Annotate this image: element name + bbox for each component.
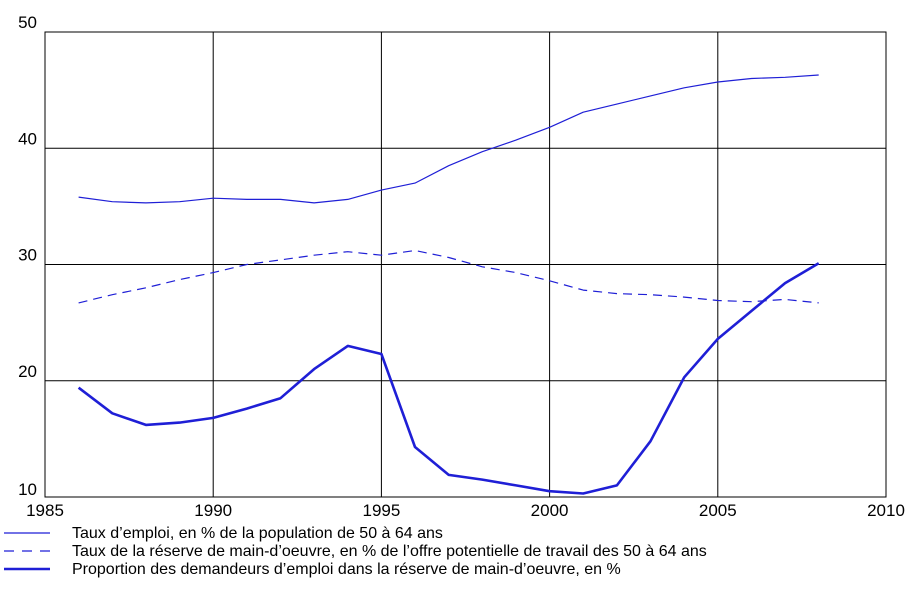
grid <box>44 31 887 498</box>
y-tick-label: 10 <box>18 480 37 499</box>
series-line-1 <box>78 74 819 204</box>
x-tick-label: 2005 <box>699 501 737 520</box>
x-tick-label: 2000 <box>531 501 569 520</box>
legend-label-1: Taux d’emploi, en % de la population de … <box>72 525 443 542</box>
legend-label-3: Proportion des demandeurs d’emploi dans … <box>72 561 621 578</box>
legend: Taux d’emploi, en % de la population de … <box>4 525 707 578</box>
y-tick-label: 30 <box>18 246 37 265</box>
y-tick-label: 40 <box>18 129 37 148</box>
series-lines <box>77 74 820 495</box>
y-axis-ticks: 10 20 30 40 50 <box>18 13 37 499</box>
legend-label-2: Taux de la réserve de main-d’oeuvre, en … <box>72 543 707 560</box>
series-line-3 <box>77 262 820 495</box>
y-tick-label: 50 <box>18 13 37 32</box>
x-tick-label: 1995 <box>362 501 400 520</box>
series-line-2 <box>78 249 819 304</box>
plot-area <box>44 31 887 498</box>
x-tick-label: 2010 <box>867 501 905 520</box>
x-tick-label: 1990 <box>194 501 232 520</box>
x-axis-ticks: 1985 1990 1995 2000 2005 2010 <box>26 501 905 520</box>
y-tick-label: 20 <box>18 362 37 381</box>
x-tick-label: 1985 <box>26 501 64 520</box>
